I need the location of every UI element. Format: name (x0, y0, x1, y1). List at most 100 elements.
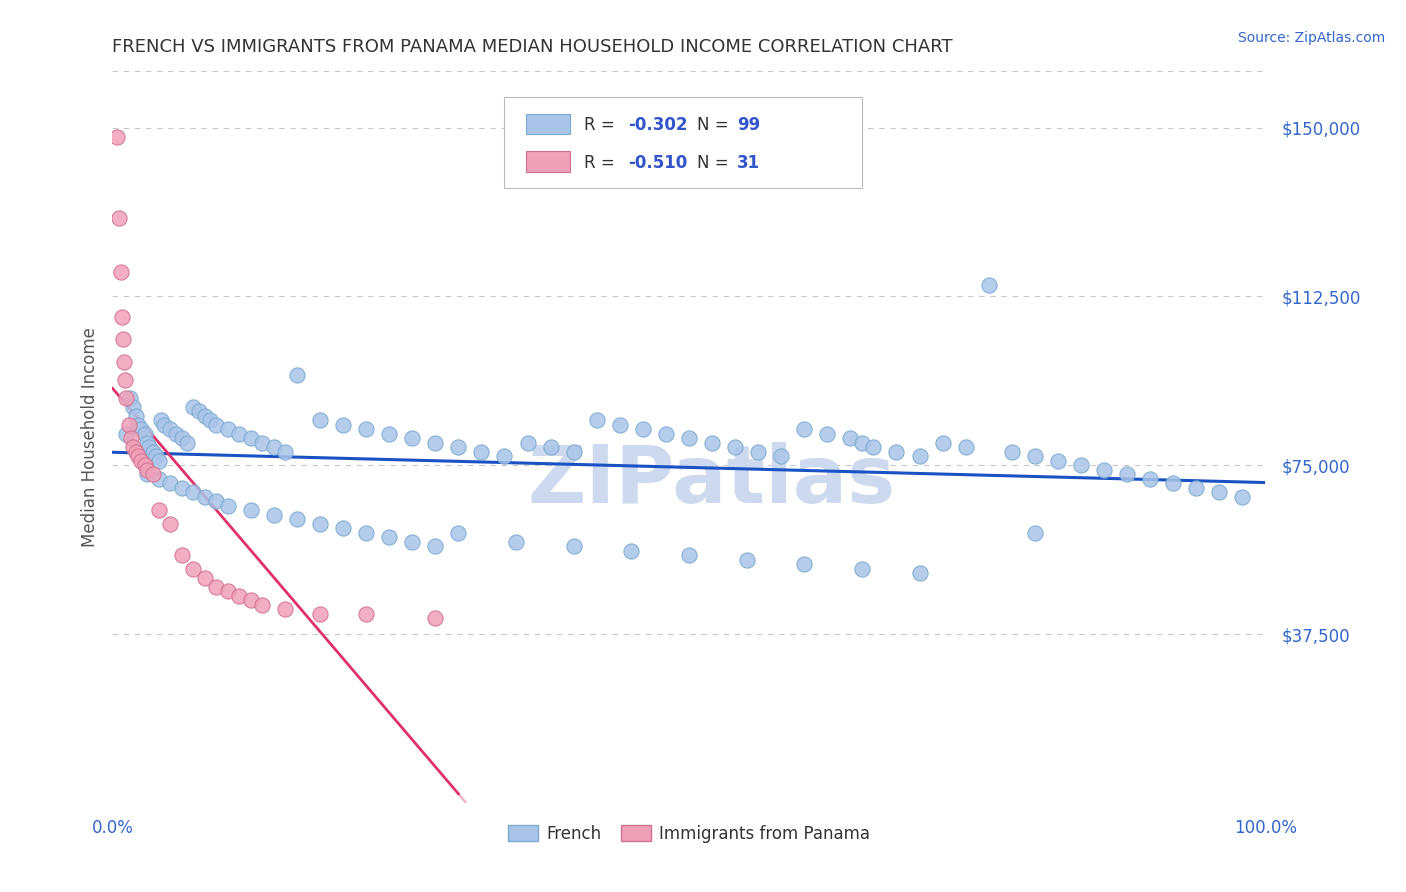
Point (332, 521, 354, 535)
Point (127, 417, 149, 432)
Point (170, 481, 193, 495)
Bar (526, 151, 571, 171)
Legend: French, Immigrants from Panama: French, Immigrants from Panama (501, 818, 877, 849)
Point (115, 391, 138, 405)
FancyBboxPatch shape (505, 97, 862, 188)
Point (447, 440, 470, 454)
Point (228, 426, 250, 441)
Point (170, 548, 193, 562)
Point (977, 278, 1000, 293)
Point (136, 435, 159, 450)
Point (136, 467, 159, 482)
Point (851, 562, 873, 576)
Point (793, 558, 815, 572)
Point (1024, 449, 1046, 463)
Point (1185, 481, 1208, 495)
Point (153, 417, 176, 432)
Point (149, 413, 172, 427)
Point (176, 435, 198, 450)
Point (194, 571, 217, 585)
Point (655, 426, 678, 441)
Text: ZIPatlas: ZIPatlas (527, 442, 896, 520)
Y-axis label: Median Household Income: Median Household Income (80, 327, 98, 547)
Point (194, 490, 217, 504)
Text: N =: N = (697, 153, 734, 172)
Point (815, 426, 838, 441)
Point (620, 543, 643, 558)
Bar (526, 114, 571, 135)
Point (138, 440, 160, 454)
Point (678, 431, 700, 445)
Point (1139, 472, 1161, 486)
Point (931, 435, 953, 450)
Point (111, 332, 134, 346)
Point (735, 553, 758, 567)
Point (562, 444, 585, 458)
Point (747, 444, 769, 458)
Text: FRENCH VS IMMIGRANTS FROM PANAMA MEDIAN HOUSEHOLD INCOME CORRELATION CHART: FRENCH VS IMMIGRANTS FROM PANAMA MEDIAN … (112, 38, 953, 56)
Point (112, 354, 135, 368)
Point (309, 516, 332, 531)
Point (1070, 458, 1092, 473)
Text: Source: ZipAtlas.com: Source: ZipAtlas.com (1237, 31, 1385, 45)
Point (354, 607, 377, 621)
Point (562, 539, 585, 553)
Point (908, 449, 931, 463)
Point (181, 400, 204, 414)
Point (217, 584, 239, 599)
Text: 31: 31 (737, 153, 761, 172)
Point (228, 589, 250, 603)
Point (285, 512, 308, 526)
Point (122, 440, 145, 454)
Point (354, 525, 377, 540)
Point (148, 503, 170, 517)
Point (1024, 525, 1046, 540)
Point (170, 431, 193, 445)
Point (120, 431, 142, 445)
Point (332, 417, 354, 432)
Point (793, 422, 815, 436)
Point (165, 426, 187, 441)
Point (217, 499, 239, 513)
Point (494, 449, 516, 463)
Point (401, 534, 423, 549)
Point (309, 413, 332, 427)
Point (110, 265, 132, 279)
Point (1232, 490, 1254, 504)
Point (134, 458, 156, 473)
Point (425, 435, 447, 450)
Point (447, 525, 470, 540)
Point (239, 503, 262, 517)
Point (181, 562, 204, 576)
Point (200, 413, 222, 427)
Point (1161, 476, 1184, 491)
Point (124, 444, 146, 458)
Point (609, 417, 631, 432)
Point (425, 539, 447, 553)
Point (124, 409, 146, 423)
Point (252, 598, 274, 612)
Point (252, 435, 274, 450)
Text: R =: R = (583, 117, 620, 135)
Point (114, 373, 136, 387)
Point (401, 431, 423, 445)
Point (1092, 463, 1115, 477)
Text: N =: N = (697, 117, 734, 135)
Point (239, 593, 262, 607)
Point (105, 129, 128, 144)
Point (678, 548, 700, 562)
Text: 99: 99 (737, 117, 761, 135)
Point (188, 404, 211, 418)
Point (1208, 485, 1230, 500)
Point (955, 440, 977, 454)
Point (378, 426, 401, 441)
Point (205, 494, 228, 508)
Point (1001, 444, 1024, 458)
Point (516, 435, 538, 450)
Point (309, 607, 332, 621)
Point (700, 435, 723, 450)
Point (263, 508, 285, 522)
Point (142, 467, 165, 482)
Point (1116, 467, 1139, 482)
Point (770, 449, 793, 463)
